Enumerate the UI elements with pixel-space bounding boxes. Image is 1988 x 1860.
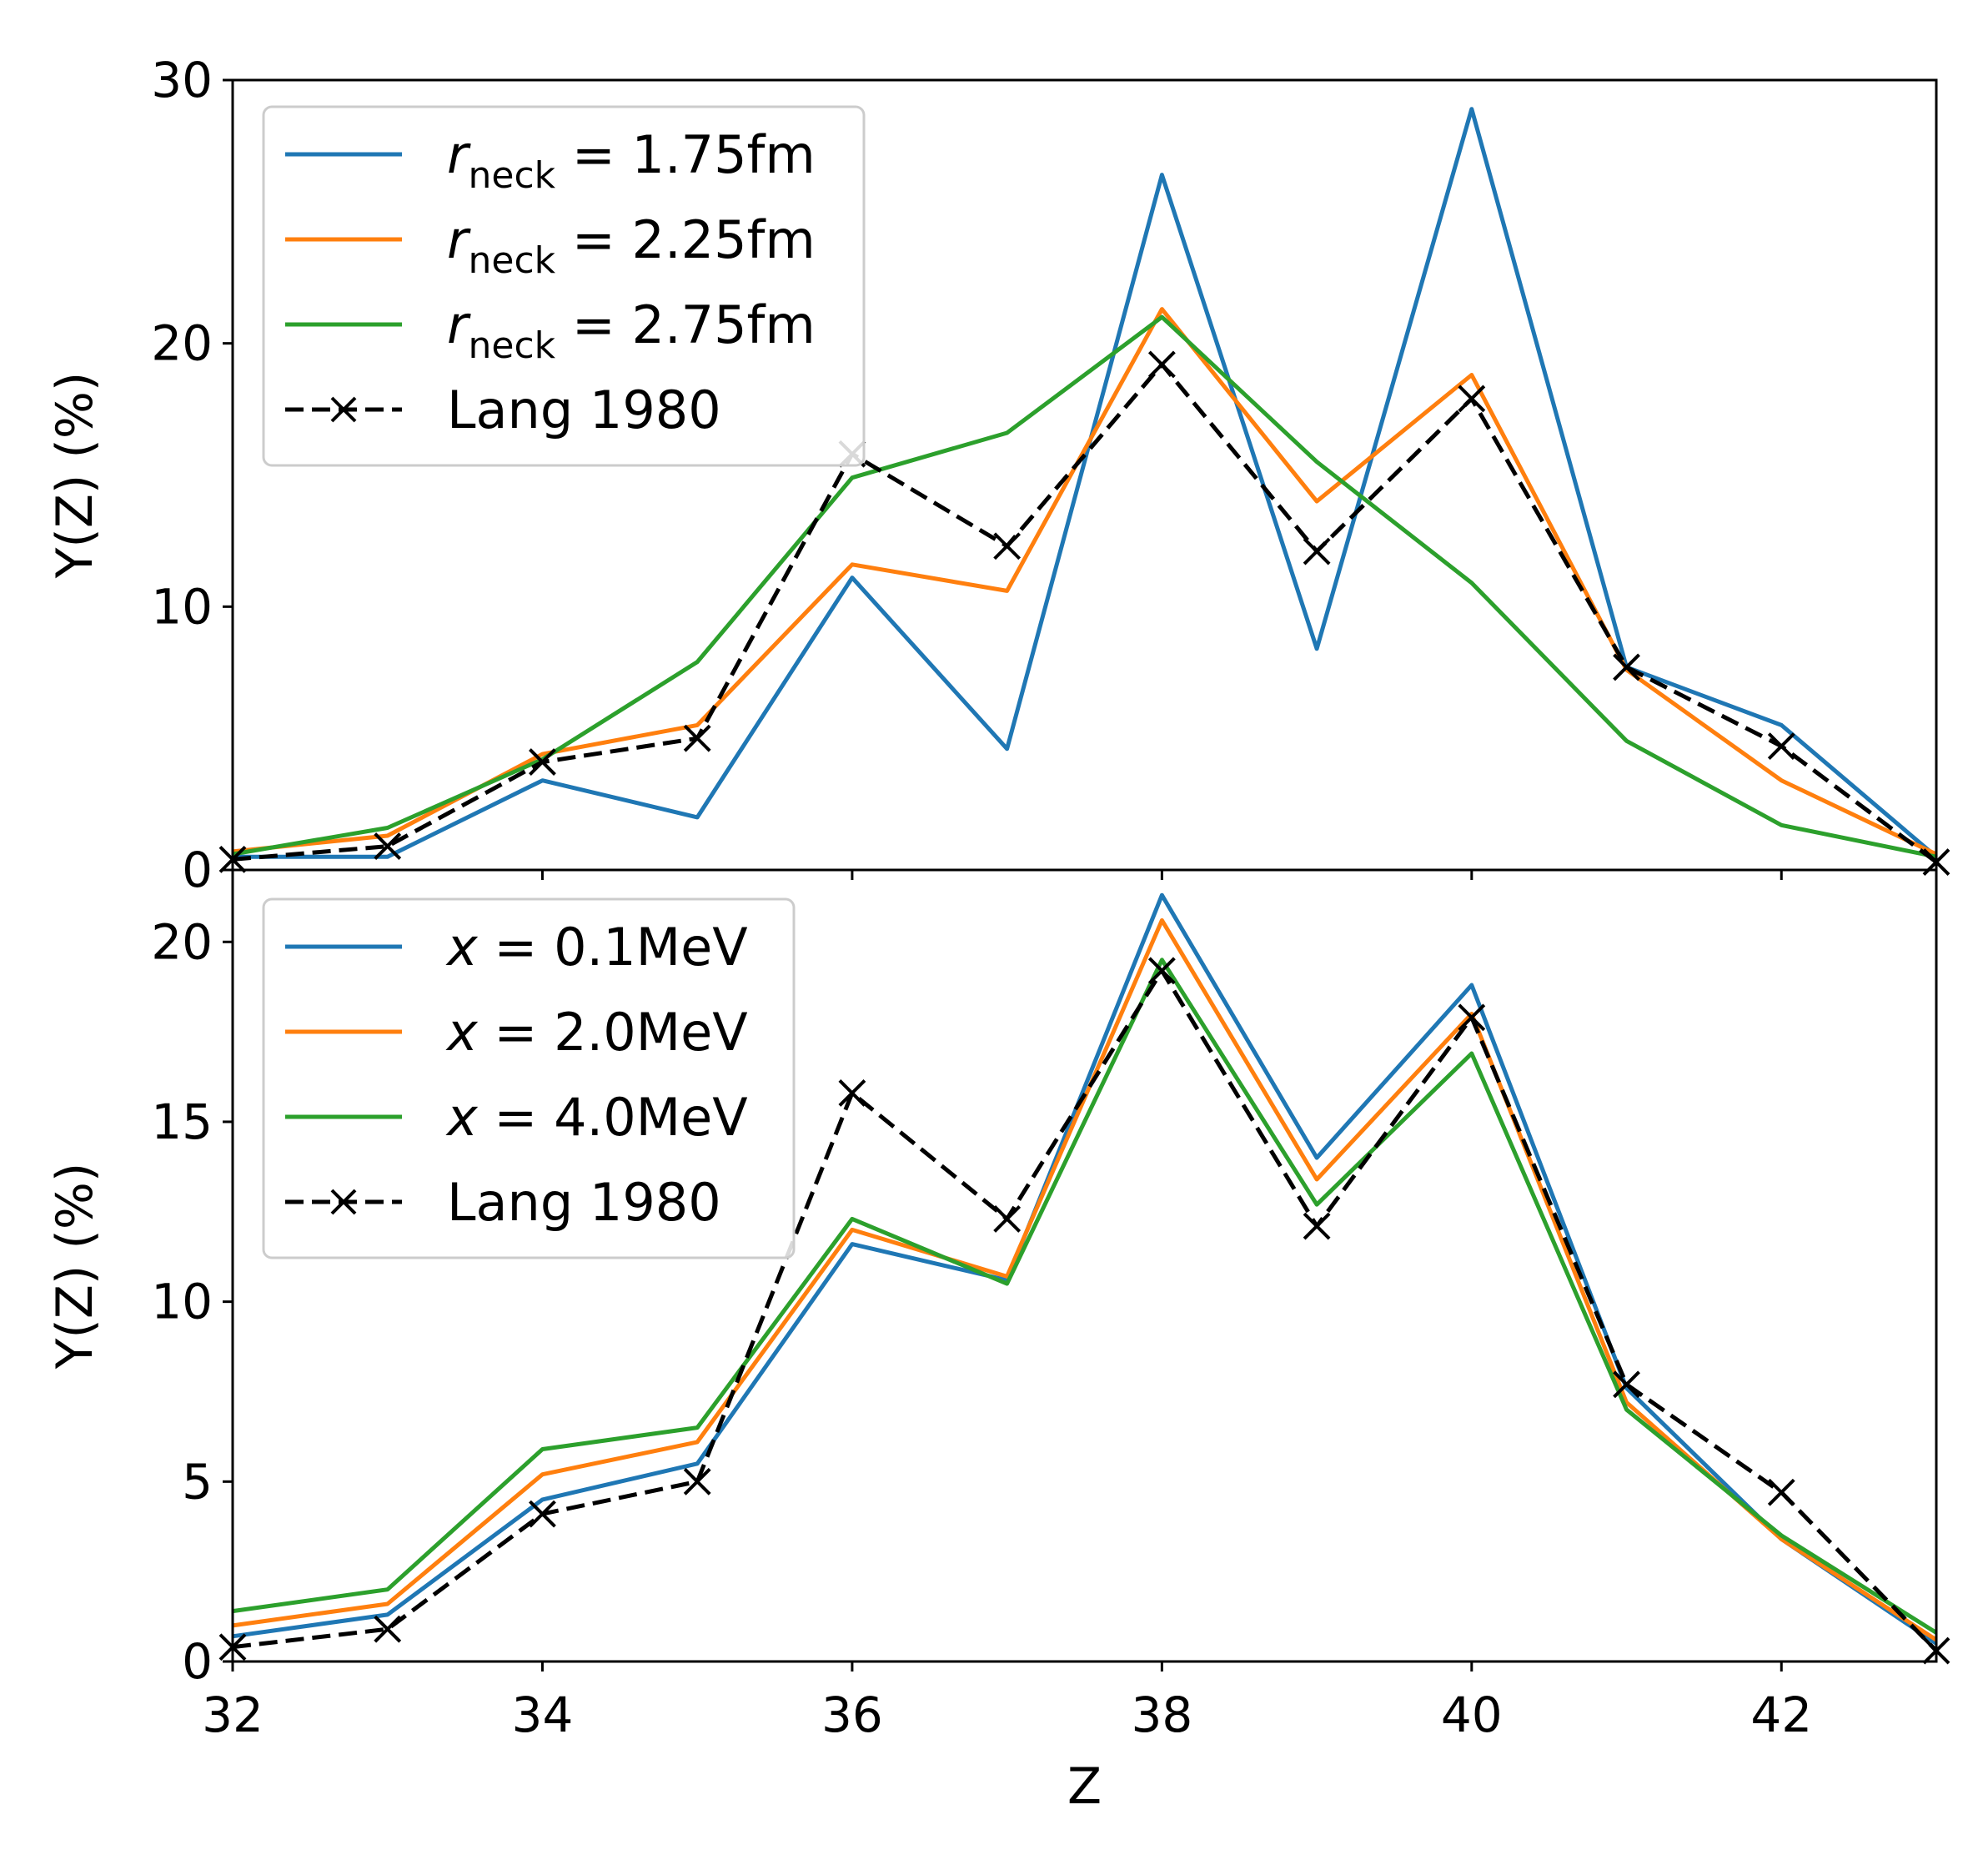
series-line-4 [232,968,1938,1652]
x-tick-label: 42 [1750,1687,1812,1743]
data-point-marker [1147,957,1176,985]
legend-label: Lang 1980 [447,1172,721,1233]
data-point-marker [374,832,402,861]
legend-label: x = 4.0MeV [445,1087,748,1148]
series-line-1 [232,892,1938,1646]
legend-label: Lang 1980 [447,380,721,440]
legend-label: rneck = 2.25fm [447,209,816,282]
data-point-marker [838,1079,866,1107]
y-tick-label: 30 [151,52,213,108]
y-axis-label: Y(Z) (%) [46,372,104,579]
plot-frame [231,868,1938,1663]
y-axis-label: Y(Z) (%) [46,1163,104,1370]
data-point-marker [683,1467,711,1496]
data-point-marker [1613,1370,1640,1399]
legend-box [262,105,866,467]
series-line-2 [232,307,1938,857]
y-tick-label: 5 [182,1453,213,1510]
y-tick-label: 10 [151,578,213,635]
x-tick-label: 32 [202,1687,264,1743]
series-line-3 [232,958,1938,1635]
legend-marker [330,396,357,423]
series-line-1 [233,107,1938,859]
data-point-marker [1303,1212,1331,1240]
y-tick-label: 20 [151,315,213,372]
data-point-marker [374,1615,402,1643]
legend-label: rneck = 2.75fm [447,294,816,367]
data-point-marker [1458,1003,1486,1032]
series-line-4 [232,362,1938,864]
data-point-marker [1613,653,1640,681]
legend-box [262,897,796,1259]
y-tick-label: 0 [182,1633,213,1690]
x-tick-label: 38 [1131,1687,1192,1743]
y-tick-label: 20 [151,913,213,970]
legend: rneck = 1.75fm rneck = 2.25fm rneck = 2.75… [262,105,866,467]
legend: x = 0.1MeV x = 2.0MeV x = 4.0MeV Lang 1980 [262,897,796,1259]
y-tick-label: 0 [182,842,213,898]
data-point-marker [529,748,556,776]
data-point-marker [529,1500,556,1528]
data-point-marker [1458,385,1486,413]
data-point-marker [1147,350,1176,379]
legend-label: rneck = 1.75fm [447,124,816,197]
data-point-marker [683,724,711,752]
data-point-marker [993,1205,1022,1233]
panel-1: 0 10 20 30 Y(Z) (%) rneck = 1.75fm rneck = 2.2… [46,52,1950,898]
data-point-marker [993,532,1022,561]
legend-label: x = 0.1MeV [445,917,748,978]
data-point-marker [1303,537,1331,566]
y-tick-label: 15 [151,1093,213,1150]
y-tick-label: 10 [151,1274,213,1330]
legend-marker [330,1189,357,1215]
series-line-3 [232,314,1937,859]
x-axis-label: Z [1067,1757,1102,1816]
data-point-marker [1767,1478,1795,1506]
x-tick-label: 34 [512,1687,574,1743]
legend-label: x = 2.0MeV [445,1002,748,1063]
x-tick-label: 40 [1441,1687,1503,1743]
data-point-marker [1767,732,1795,761]
x-tick-label: 36 [821,1687,883,1743]
